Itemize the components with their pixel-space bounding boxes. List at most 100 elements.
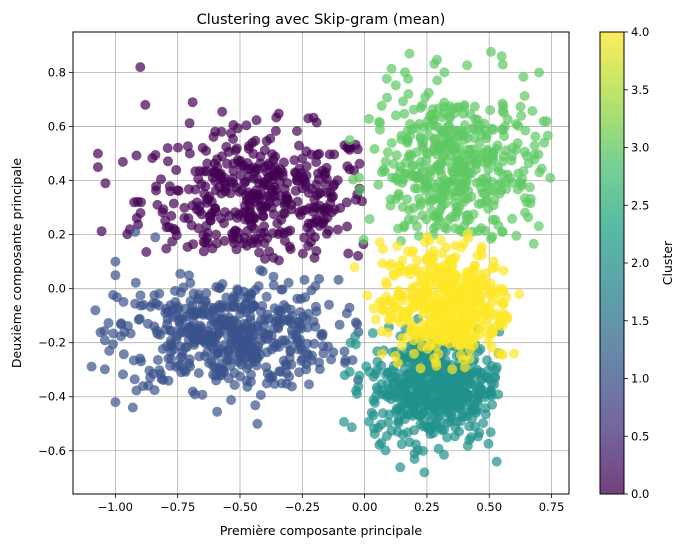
- point-cluster-1: [86, 361, 97, 372]
- point-cluster-1: [255, 390, 266, 400]
- point-cluster-2: [402, 392, 413, 403]
- point-cluster-3: [393, 191, 404, 201]
- point-cluster-1: [344, 302, 355, 313]
- point-cluster-1: [211, 281, 222, 292]
- point-cluster-3: [462, 60, 473, 71]
- point-cluster-3: [518, 166, 529, 176]
- point-cluster-2: [485, 427, 496, 438]
- point-cluster-4: [397, 310, 408, 321]
- point-cluster-1: [294, 367, 305, 378]
- point-cluster-3: [507, 142, 518, 153]
- point-cluster-0: [210, 167, 221, 178]
- point-cluster-4: [376, 326, 387, 337]
- point-cluster-1: [216, 302, 227, 313]
- point-cluster-0: [306, 183, 317, 194]
- point-cluster-4: [498, 265, 509, 276]
- x-tick-label: −0.25: [285, 500, 320, 514]
- point-cluster-2: [462, 411, 473, 422]
- point-cluster-3: [398, 174, 409, 185]
- point-cluster-1: [280, 359, 291, 370]
- point-cluster-0: [294, 140, 304, 151]
- point-cluster-2: [371, 391, 381, 402]
- point-cluster-1: [215, 344, 226, 354]
- point-cluster-3: [364, 113, 374, 124]
- x-axis-label: Première composante principale: [220, 523, 423, 538]
- point-cluster-1: [227, 293, 238, 304]
- point-cluster-3: [404, 48, 415, 59]
- point-cluster-2: [386, 425, 397, 436]
- point-cluster-1: [192, 306, 203, 317]
- point-cluster-2: [408, 366, 419, 377]
- point-cluster-4: [441, 285, 452, 296]
- point-cluster-1: [281, 302, 292, 313]
- point-cluster-0: [341, 197, 352, 208]
- point-cluster-3: [469, 101, 480, 112]
- point-cluster-0: [217, 151, 228, 162]
- point-cluster-3: [430, 182, 441, 193]
- point-cluster-1: [283, 277, 294, 288]
- point-cluster-1: [99, 326, 110, 336]
- x-tick-label: 0.25: [414, 500, 440, 514]
- point-cluster-0: [151, 181, 162, 192]
- point-cluster-3: [358, 234, 369, 245]
- point-cluster-0: [354, 158, 365, 169]
- point-cluster-0: [163, 156, 173, 167]
- point-cluster-4: [447, 364, 458, 375]
- point-cluster-0: [270, 125, 281, 136]
- point-cluster-0: [208, 131, 219, 142]
- point-cluster-3: [492, 180, 503, 191]
- point-cluster-0: [322, 187, 333, 198]
- point-cluster-2: [481, 372, 492, 383]
- point-cluster-3: [386, 63, 397, 74]
- point-cluster-1: [103, 318, 114, 328]
- point-cluster-0: [183, 213, 194, 224]
- point-cluster-4: [463, 300, 474, 311]
- point-cluster-3: [516, 110, 527, 121]
- x-axis: −1.00 −0.75 −0.50 −0.25 0.00 0.25 0.50 0.75: [98, 494, 564, 514]
- point-cluster-3: [376, 100, 387, 111]
- point-cluster-1: [210, 370, 221, 381]
- point-cluster-0: [298, 172, 309, 183]
- point-cluster-2: [404, 437, 415, 448]
- point-cluster-3: [497, 59, 508, 70]
- point-cluster-3: [382, 147, 393, 158]
- point-cluster-1: [232, 284, 243, 295]
- point-cluster-1: [250, 400, 261, 411]
- point-cluster-0: [294, 207, 305, 218]
- point-cluster-0: [211, 229, 222, 240]
- point-cluster-0: [241, 120, 252, 131]
- point-cluster-4: [415, 363, 426, 374]
- point-cluster-4: [407, 293, 418, 303]
- point-cluster-1: [285, 345, 296, 356]
- point-cluster-4: [422, 308, 433, 319]
- point-cluster-1: [299, 274, 310, 285]
- point-cluster-1: [317, 331, 328, 341]
- point-cluster-0: [309, 232, 320, 243]
- point-cluster-3: [518, 71, 529, 82]
- point-cluster-2: [449, 431, 460, 442]
- point-cluster-1: [185, 278, 196, 288]
- point-cluster-1: [281, 378, 292, 389]
- plot-frame: [72, 31, 570, 495]
- point-cluster-4: [498, 299, 509, 310]
- point-cluster-3: [457, 126, 468, 137]
- point-cluster-1: [99, 364, 110, 375]
- point-cluster-4: [496, 348, 507, 359]
- point-cluster-1: [110, 397, 121, 408]
- point-cluster-3: [403, 89, 414, 100]
- point-cluster-2: [442, 432, 453, 443]
- point-cluster-3: [450, 155, 461, 166]
- point-cluster-2: [396, 378, 407, 389]
- point-cluster-0: [171, 165, 182, 175]
- point-cluster-3: [426, 165, 437, 176]
- point-cluster-2: [350, 331, 361, 342]
- point-cluster-3: [520, 207, 531, 218]
- point-cluster-3: [472, 114, 483, 125]
- point-cluster-2: [383, 417, 394, 428]
- colorbar-tick-label: 0.0: [631, 487, 649, 501]
- y-tick-label: 0.6: [48, 120, 66, 134]
- point-cluster-1: [165, 300, 176, 311]
- point-cluster-2: [382, 367, 393, 378]
- point-cluster-1: [333, 274, 344, 285]
